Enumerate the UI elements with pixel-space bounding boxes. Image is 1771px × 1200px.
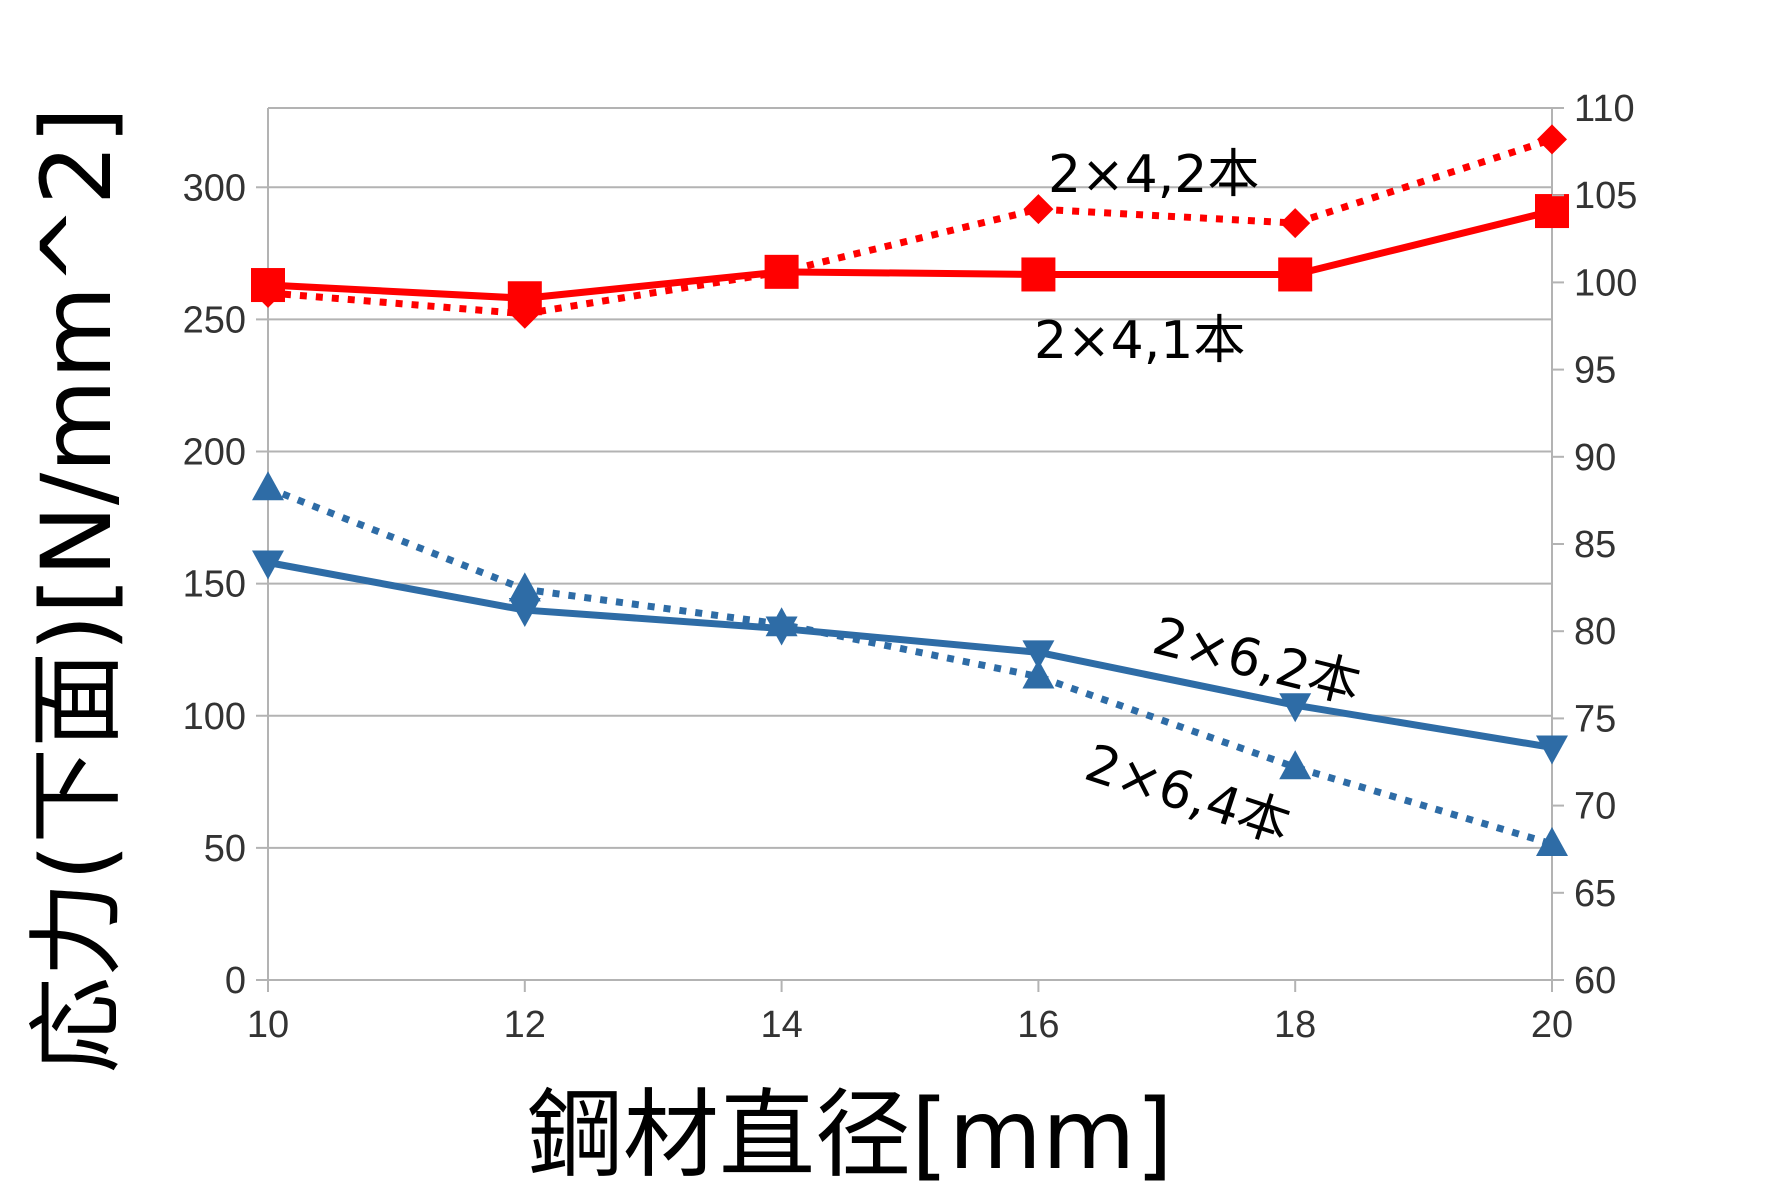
x-tick-label: 18 <box>1274 1004 1316 1046</box>
y-right-tick-label: 105 <box>1574 175 1637 217</box>
y-axis-label: 応力(下面)[N/mm^2] <box>21 107 133 1074</box>
y-right-tick-label: 65 <box>1574 873 1616 915</box>
series-line <box>267 559 1553 751</box>
data-point-diamond <box>253 277 283 308</box>
y-left-tick-label: 150 <box>183 564 246 606</box>
y-right-tick-label: 60 <box>1574 960 1616 1002</box>
y-left-tick-label: 200 <box>183 432 246 474</box>
tick-layer: 0 50 100 150 200 250 300 60 65 70 75 80 85 90 95 100 105… <box>183 88 1638 1046</box>
y-right-tick-label: 70 <box>1574 786 1616 828</box>
annotation-2x4-1: 2×4,1本 <box>1034 311 1245 371</box>
data-point-triangle-down <box>508 598 541 628</box>
data-point-triangle-down <box>1536 735 1568 765</box>
x-tick-label: 16 <box>1017 1004 1059 1046</box>
annotation-2x4-2: 2×4,2本 <box>1048 145 1259 205</box>
data-point-triangle-down <box>1279 693 1312 723</box>
data-point-diamond <box>766 256 797 287</box>
data-point-triangle-up <box>765 607 798 637</box>
y-left-tick-label: 50 <box>204 828 246 870</box>
series-0 <box>251 194 1569 316</box>
series-layer <box>251 124 1569 856</box>
data-point-triangle-up <box>508 572 541 602</box>
y-right-tick-label: 95 <box>1574 350 1616 392</box>
y-right-tick-label: 85 <box>1574 524 1616 566</box>
data-point-triangle-up <box>1022 659 1055 689</box>
data-point-diamond <box>1023 194 1054 225</box>
data-point-square <box>1278 257 1313 292</box>
y-right-tick-label: 80 <box>1574 611 1616 653</box>
data-point-square <box>1021 257 1056 292</box>
y-left-tick-label: 300 <box>183 167 246 209</box>
series-line <box>267 136 1554 318</box>
data-point-triangle-down <box>1022 640 1055 670</box>
y-left-tick-label: 0 <box>225 960 246 1002</box>
y-right-tick-label: 110 <box>1574 88 1635 130</box>
y-right-tick-label: 100 <box>1574 262 1637 304</box>
x-axis-label: 鋼材直径[mm] <box>527 1079 1173 1191</box>
data-point-triangle-up <box>252 471 284 501</box>
x-tick-label: 10 <box>247 1004 289 1046</box>
y-left-tick-label: 100 <box>183 696 246 738</box>
series-2 <box>252 550 1568 765</box>
data-point-triangle-down <box>252 550 284 580</box>
x-tick-label: 20 <box>1531 1004 1573 1046</box>
grid-layer <box>268 186 1552 981</box>
series-3 <box>252 471 1568 856</box>
data-point-triangle-up <box>1279 750 1312 780</box>
y-right-tick-label: 75 <box>1574 698 1616 740</box>
data-point-diamond <box>509 298 540 329</box>
x-tick-label: 12 <box>504 1004 546 1046</box>
data-point-diamond <box>1537 124 1567 155</box>
data-point-diamond <box>1280 208 1311 239</box>
series-line <box>266 484 1554 848</box>
y-right-tick-label: 90 <box>1574 437 1616 479</box>
annotation-2x6-4: 2×6,4本 <box>1078 733 1298 855</box>
data-point-triangle-up <box>1536 826 1568 856</box>
data-point-square <box>1535 194 1569 229</box>
y-left-tick-label: 250 <box>183 299 246 341</box>
series-1 <box>253 124 1567 329</box>
x-tick-label: 14 <box>760 1004 802 1046</box>
series-line <box>267 207 1553 302</box>
